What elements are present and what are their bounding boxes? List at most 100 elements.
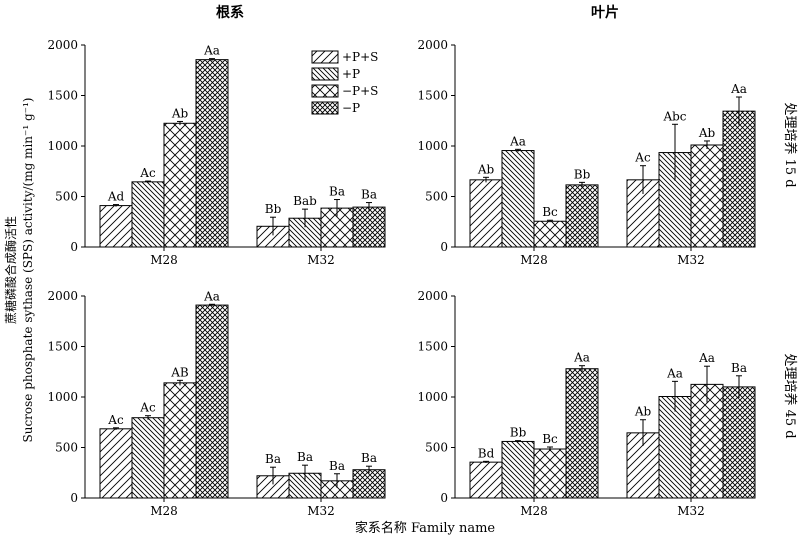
bar [565,184,599,248]
bar [658,152,692,248]
y-tick-label: 0 [70,491,78,505]
legend-label: −P+S [342,84,378,98]
x-tick-label: M32 [307,253,335,267]
bar [722,110,756,248]
bar [658,395,692,499]
y-tick-label: 500 [55,190,78,204]
row-title-45d: 处理培养 45 d [782,353,798,438]
bar [352,206,386,248]
y-tick-label: 500 [425,190,448,204]
legend-label: +P+S [342,50,378,64]
y-tick-label: 1000 [417,139,448,153]
significance-label: Bab [293,194,317,208]
y-axis-title-english: Sucrose phosphate sythase (SPS) activity… [21,98,35,443]
bar [501,150,535,248]
bar [163,122,197,248]
significance-label: Aa [509,134,526,148]
bar [352,469,386,499]
legend-swatch [311,50,339,64]
legend-swatch [311,101,339,115]
y-tick-label: 2000 [417,289,448,303]
y-tick-label: 1500 [47,340,78,354]
bar [195,304,229,499]
bar [565,368,599,499]
significance-label: Ac [139,166,156,180]
panel-3: 0 500 1000 1500 2000 Ac Ac AB Aa M28 Ba Ba Ba Ba M32 [47,289,386,518]
significance-label: Ac [634,151,651,165]
significance-label: Aa [573,351,590,365]
significance-label: AB [170,365,189,379]
bar [131,417,165,499]
significance-label: Abc [662,109,686,123]
y-axis-title-chinese: 蔗糖磷酸合成酶活性 [3,216,18,324]
significance-label: Ac [139,401,156,415]
significance-label: Ba [361,188,377,202]
y-tick-label: 2000 [47,289,78,303]
x-axis-title: 家系名称 Family name [355,520,496,536]
y-tick-label: 1000 [47,139,78,153]
bar [99,428,133,499]
y-tick-label: 1000 [47,390,78,404]
panel-4: 0 500 1000 1500 2000 Bd Bb Bc Aa M28 Ab Aa Aa Ba M32 [417,289,756,518]
column-title-roots: 根系 [216,4,244,21]
bar [690,144,724,248]
significance-label: Ab [634,405,652,419]
bar [195,59,229,248]
significance-label: Aa [666,366,683,380]
y-tick-label: 1500 [417,340,448,354]
significance-label: Ba [297,450,313,464]
legend-item: −P+S [311,84,378,98]
x-tick-label: M32 [677,504,705,518]
y-tick-label: 500 [425,441,448,455]
x-tick-label: M32 [307,504,335,518]
significance-label: Ac [107,413,124,427]
significance-label: Aa [203,289,220,303]
chart-legend: +P+S +P −P+S −P [311,50,378,115]
bar [469,461,503,499]
y-tick-label: 1500 [417,89,448,103]
row-title-15d: 处理培养 15 d [782,102,798,187]
y-tick-label: 500 [55,441,78,455]
significance-label: Ba [329,185,345,199]
legend-item: +P+S [311,50,378,64]
panel-2: 0 500 1000 1500 2000 Ab Aa Bc Bb M28 Ac Abc Ab Aa M32 [417,38,756,267]
significance-label: Aa [698,351,715,365]
significance-label: Ba [731,361,747,375]
significance-label: Ab [698,126,716,140]
bar [690,383,724,499]
x-tick-label: M28 [150,504,178,518]
legend-item: +P [311,67,360,81]
x-tick-label: M28 [520,504,548,518]
significance-label: Ba [265,452,281,466]
y-tick-label: 1500 [47,89,78,103]
significance-label: Bc [542,432,558,446]
significance-label: Ab [477,162,495,176]
x-tick-label: M28 [150,253,178,267]
bar [163,382,197,499]
x-tick-label: M28 [520,253,548,267]
bar [533,220,567,248]
x-tick-label: M32 [677,253,705,267]
bar [469,179,503,248]
legend-item: −P [311,101,360,115]
significance-label: Ab [171,106,189,120]
legend-label: +P [342,67,360,81]
column-title-leaves: 叶片 [591,4,619,21]
bar [533,448,567,499]
legend-label: −P [342,101,360,115]
bar [131,181,165,248]
significance-label: Bb [265,202,282,216]
bar [722,386,756,499]
significance-label: Aa [730,82,747,96]
significance-label: Bb [510,426,527,440]
significance-label: Bd [478,446,495,460]
significance-label: Bb [574,167,591,181]
significance-label: Ba [361,451,377,465]
y-tick-label: 0 [440,240,448,254]
y-tick-label: 2000 [417,38,448,52]
bar [99,205,133,248]
significance-label: Aa [203,44,220,58]
y-tick-label: 1000 [417,390,448,404]
